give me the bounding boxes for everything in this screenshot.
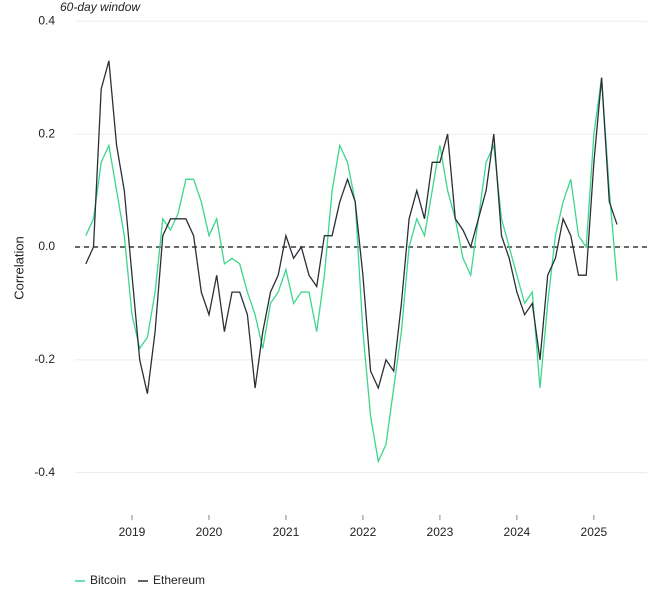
y-axis-label: Correlation	[11, 236, 26, 300]
x-tick-label: 2023	[427, 525, 454, 539]
legend-label: Ethereum	[153, 573, 205, 587]
x-tick-label: 2021	[273, 525, 300, 539]
series-line	[85, 77, 618, 464]
y-tick-label: 0.4	[38, 13, 55, 27]
x-tick-label: 2020	[196, 525, 223, 539]
y-tick-label: -0.4	[34, 465, 55, 479]
legend-label: Bitcoin	[90, 573, 126, 587]
y-tick-label: -0.2	[34, 352, 55, 366]
y-tick-label: 0.2	[38, 126, 55, 140]
y-tick-label: 0.0	[38, 239, 55, 253]
series-line	[85, 60, 618, 394]
chart-subtitle: 60-day window	[60, 0, 141, 14]
x-tick-label: 2025	[581, 525, 608, 539]
x-tick-label: 2019	[119, 525, 146, 539]
x-tick-label: 2024	[504, 525, 531, 539]
x-tick-label: 2022	[350, 525, 377, 539]
